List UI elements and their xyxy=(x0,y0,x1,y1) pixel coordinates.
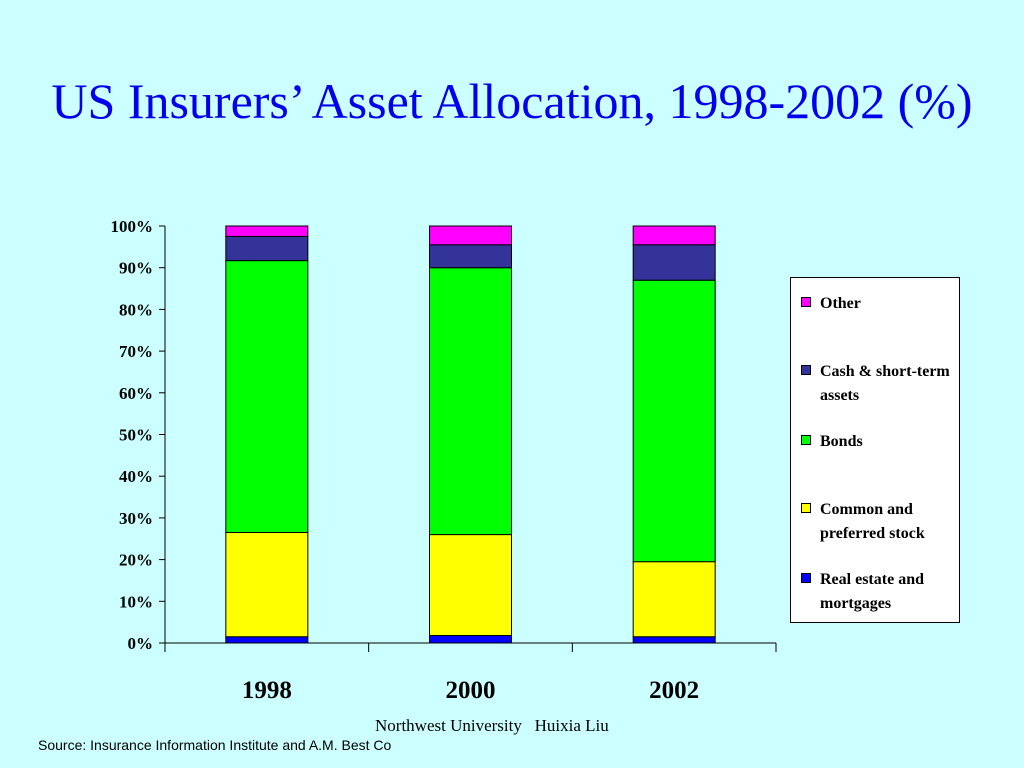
bar-segment-1998-s2 xyxy=(225,260,309,533)
legend-item: Cash & short-term assets xyxy=(801,360,959,408)
bar-segment-1998-s3 xyxy=(225,235,309,262)
bar-segment-2002-s4 xyxy=(632,225,716,246)
source-note: Source: Insurance Information Institute … xyxy=(38,737,392,753)
legend-item: Real estate and mortgages xyxy=(801,568,959,616)
y-tick-label: 10% xyxy=(119,592,153,611)
bar-segment-2000-s3 xyxy=(429,244,512,269)
bars-layer xyxy=(225,225,716,644)
bar-segment-2002-s3 xyxy=(632,244,716,281)
y-tick-label: 60% xyxy=(119,384,153,403)
legend-item: Bonds xyxy=(801,430,959,454)
bar-segment-2002-s2 xyxy=(632,279,716,563)
legend-swatch xyxy=(801,297,811,307)
legend-item: Common and preferred stock xyxy=(801,498,959,546)
legend-label: Real estate and mortgages xyxy=(820,571,924,612)
legend-label: Other xyxy=(820,295,861,312)
y-tick-label: 20% xyxy=(119,551,153,570)
x-category-label: 2002 xyxy=(649,677,699,704)
slide-title: US Insurers’ Asset Allocation, 1998-2002… xyxy=(51,73,973,129)
y-tick-label: 50% xyxy=(119,426,153,445)
y-tick-label: 0% xyxy=(128,634,154,653)
bar-segment-1998-s1 xyxy=(225,531,309,638)
y-tick-label: 90% xyxy=(119,259,153,278)
legend-swatch xyxy=(801,435,811,445)
y-tick-label: 30% xyxy=(119,509,153,528)
bar-segment-2002-s1 xyxy=(632,561,716,638)
legend-swatch xyxy=(801,573,811,583)
y-tick-label: 100% xyxy=(111,217,154,236)
y-tick-label: 40% xyxy=(119,467,153,486)
y-tick-label: 70% xyxy=(119,342,153,361)
x-category-label: 1998 xyxy=(242,677,292,704)
bar-segment-2002-s0 xyxy=(632,636,716,644)
legend-item: Other xyxy=(801,292,959,316)
legend-swatch xyxy=(801,365,811,375)
footer-credit: Northwest University Huixia Liu xyxy=(375,716,609,735)
bar-segment-2000-s0 xyxy=(429,634,512,644)
bar-segment-1998-s0 xyxy=(225,636,309,644)
axes-layer: 0% 10% 20% 30% 40% 50% 60% 70% 80% 90% 100% 1998 200… xyxy=(111,217,777,704)
legend-label: Common and preferred stock xyxy=(820,501,925,542)
legend-label: Cash & short-term assets xyxy=(820,363,950,404)
bar-segment-2000-s4 xyxy=(429,225,512,246)
bar-segment-1998-s4 xyxy=(225,225,309,237)
chart-legend: Other Cash & short-term assets Bonds Common… xyxy=(790,277,960,623)
legend-label: Bonds xyxy=(820,433,863,450)
x-category-label: 2000 xyxy=(446,677,496,704)
bar-segment-2000-s1 xyxy=(429,534,512,636)
bar-segment-2000-s2 xyxy=(429,267,512,536)
legend-swatch xyxy=(801,503,811,513)
y-tick-label: 80% xyxy=(119,300,153,319)
